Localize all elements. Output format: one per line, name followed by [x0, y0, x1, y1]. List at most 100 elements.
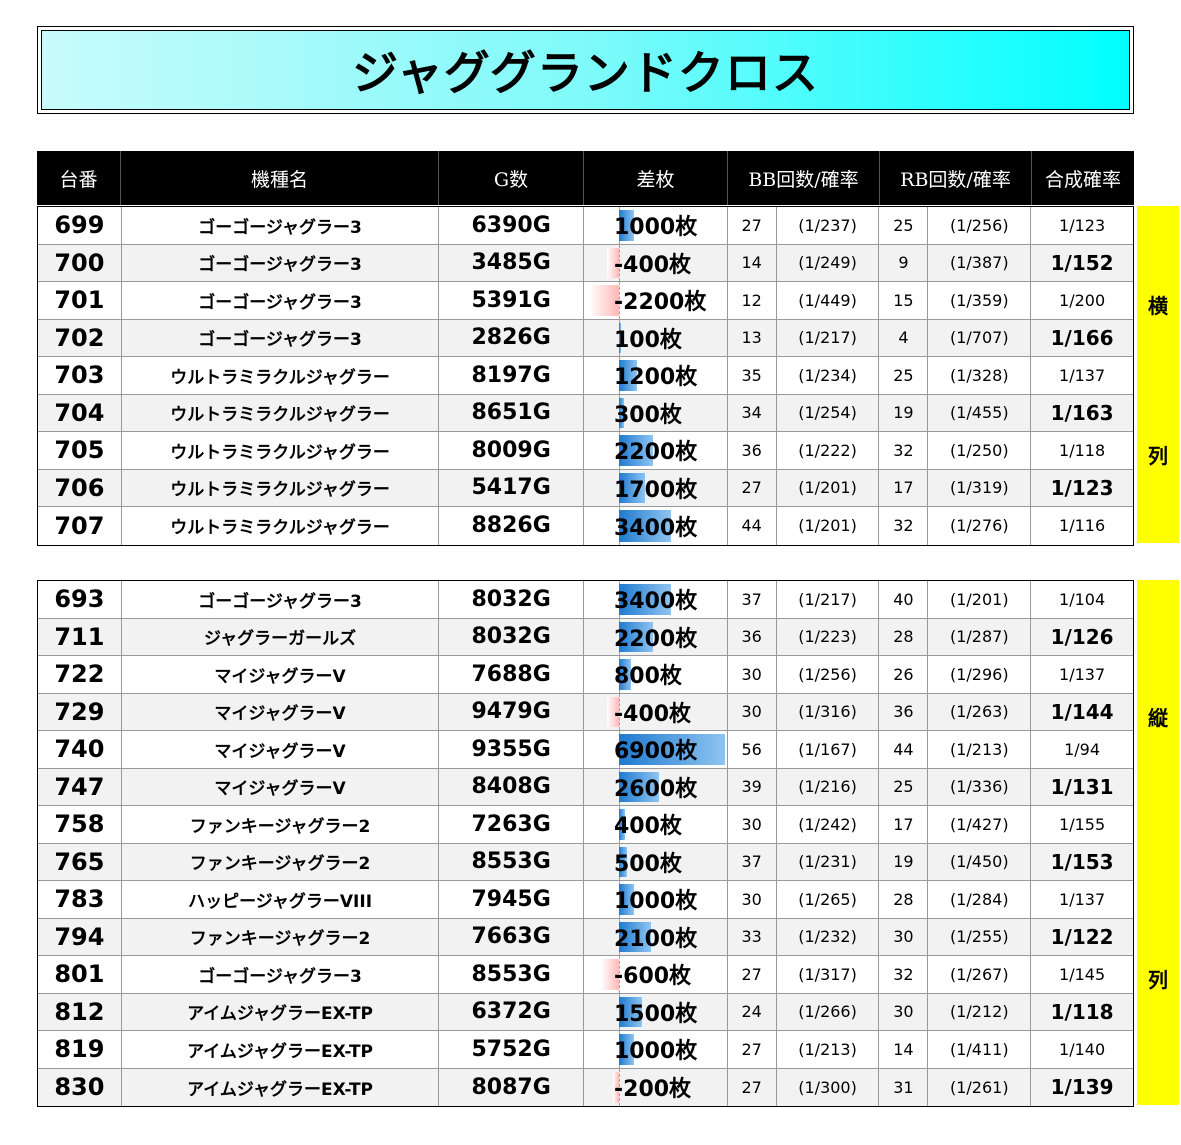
diff-axis-line [619, 693, 620, 730]
combined-probability: 1/166 [1050, 325, 1114, 350]
bb-probability: (1/167) [777, 731, 880, 768]
rb-probability: (1/213) [928, 731, 1032, 768]
title-banner-inner: ジャググランドクロス [41, 30, 1130, 110]
header-machine-name: 機種名 [121, 151, 439, 205]
machine-number: 711 [38, 618, 122, 655]
bb-count: 30 [728, 806, 777, 843]
machine-number: 765 [38, 843, 122, 880]
diff-bar [619, 322, 621, 353]
diff-bar [619, 771, 659, 802]
machine-name: ファンキージャグラー2 [122, 918, 440, 955]
table-row: 701 ゴーゴージャグラー3 5391G -2200枚 12 (1/449) 15 (1/35… [38, 282, 1133, 320]
rb-count: 17 [879, 469, 929, 506]
game-count: 6372G [439, 993, 584, 1030]
bb-probability: (1/266) [777, 993, 880, 1030]
table-row: 765 ファンキージャグラー2 8553G 500枚 37 (1/231) 19 (1/450… [38, 843, 1133, 881]
rb-count: 17 [879, 806, 929, 843]
rb-probability: (1/276) [928, 507, 1032, 545]
rb-count: 4 [879, 319, 929, 356]
machine-name: ゴーゴージャグラー3 [122, 207, 440, 244]
diff-bar [619, 734, 725, 765]
bb-probability: (1/216) [777, 768, 880, 805]
bb-count: 24 [728, 993, 777, 1030]
table-row: 747 マイジャグラーV 8408G 2600枚 39 (1/216) 25 (1/336) 1… [38, 768, 1133, 806]
game-count: 7945G [439, 881, 584, 918]
coin-difference-cell: -400枚 [584, 244, 728, 281]
combined-probability: 1/137 [1059, 365, 1106, 385]
machine-name: ゴーゴージャグラー3 [122, 282, 440, 319]
diff-bar [619, 921, 652, 952]
combined-probability: 1/118 [1059, 440, 1106, 460]
coin-difference-cell: 2600枚 [584, 768, 728, 805]
diff-bar [619, 584, 672, 615]
machine-number: 794 [38, 918, 122, 955]
table-row: 729 マイジャグラーV 9479G -400枚 30 (1/316) 36 (1/263) 1… [38, 693, 1133, 731]
coin-difference-cell: 100枚 [584, 319, 728, 356]
rb-count: 19 [879, 394, 929, 431]
side-label-horizontal: 横 列 [1137, 206, 1179, 543]
rb-probability: (1/707) [928, 319, 1032, 356]
rb-count: 32 [879, 956, 929, 993]
combined-probability: 1/139 [1050, 1075, 1114, 1100]
bb-probability: (1/254) [777, 394, 880, 431]
coin-difference-cell: 2200枚 [584, 618, 728, 655]
table-horizontal-row-group: 699 ゴーゴージャグラー3 6390G 1000枚 27 (1/237) 25 (1/256… [37, 206, 1134, 546]
rb-count: 32 [879, 507, 929, 545]
machine-name: アイムジャグラーEX-TP [122, 1068, 440, 1106]
rb-count: 36 [879, 693, 929, 730]
combined-probability: 1/94 [1064, 739, 1101, 759]
coin-difference: 300枚 [614, 402, 682, 428]
diff-axis-line [619, 282, 620, 319]
table-row: 794 ファンキージャグラー2 7663G 2100枚 33 (1/232) 30 (1/25… [38, 918, 1133, 956]
game-count: 8553G [439, 956, 584, 993]
side-label-top-upper: 横 [1148, 294, 1168, 318]
machine-name: マイジャグラーV [122, 768, 440, 805]
machine-number: 747 [38, 768, 122, 805]
bb-count: 39 [728, 768, 777, 805]
rb-count: 25 [879, 357, 929, 394]
machine-number: 699 [38, 207, 122, 244]
machine-name: ハッピージャグラーVIII [122, 881, 440, 918]
diff-bar [619, 510, 672, 542]
machine-name: ウルトラミラクルジャグラー [122, 357, 440, 394]
machine-name: アイムジャグラーEX-TP [122, 1031, 440, 1068]
bb-probability: (1/300) [777, 1068, 880, 1106]
diff-bar [619, 659, 632, 690]
table-vertical-row-group: 693 ゴーゴージャグラー3 8032G 3400枚 37 (1/217) 40 (1/201… [37, 580, 1134, 1107]
coin-difference: 1700枚 [614, 477, 698, 503]
diff-bar [619, 472, 646, 503]
bb-count: 35 [728, 357, 777, 394]
diff-bar [619, 210, 635, 241]
rb-count: 14 [879, 1031, 929, 1068]
machine-name: ウルトラミラクルジャグラー [122, 469, 440, 506]
bb-count: 56 [728, 731, 777, 768]
diff-bar [589, 285, 619, 316]
bb-probability: (1/265) [777, 881, 880, 918]
bb-probability: (1/231) [777, 843, 880, 880]
game-count: 9479G [439, 693, 584, 730]
side-label-bottom-lower: 列 [1148, 968, 1168, 992]
diff-bar [619, 996, 643, 1027]
table-row: 693 ゴーゴージャグラー3 8032G 3400枚 37 (1/217) 40 (1/201… [38, 581, 1133, 619]
combined-probability: 1/163 [1050, 400, 1114, 425]
bb-probability: (1/242) [777, 806, 880, 843]
diff-axis-line [619, 1068, 620, 1106]
coin-difference: -600枚 [614, 964, 692, 990]
combined-probability: 1/116 [1059, 516, 1106, 536]
machine-name: アイムジャグラーEX-TP [122, 993, 440, 1030]
rb-probability: (1/455) [928, 394, 1032, 431]
bb-probability: (1/256) [777, 656, 880, 693]
machine-number: 740 [38, 731, 122, 768]
table-row: 704 ウルトラミラクルジャグラー 8651G 300枚 34 (1/254) 19 (1/4… [38, 394, 1133, 432]
rb-count: 28 [879, 618, 929, 655]
table-header: 台番 機種名 G数 差枚 BB回数/確率 RB回数/確率 合成確率 [37, 151, 1134, 205]
game-count: 7263G [439, 806, 584, 843]
game-count: 2826G [439, 319, 584, 356]
coin-difference: 3400枚 [614, 589, 698, 615]
header-machine-number: 台番 [37, 151, 121, 205]
bb-count: 34 [728, 394, 777, 431]
coin-difference-cell: 1700枚 [584, 469, 728, 506]
machine-name: ジャグラーガールズ [122, 618, 440, 655]
bb-probability: (1/449) [777, 282, 880, 319]
bb-probability: (1/201) [777, 507, 880, 545]
